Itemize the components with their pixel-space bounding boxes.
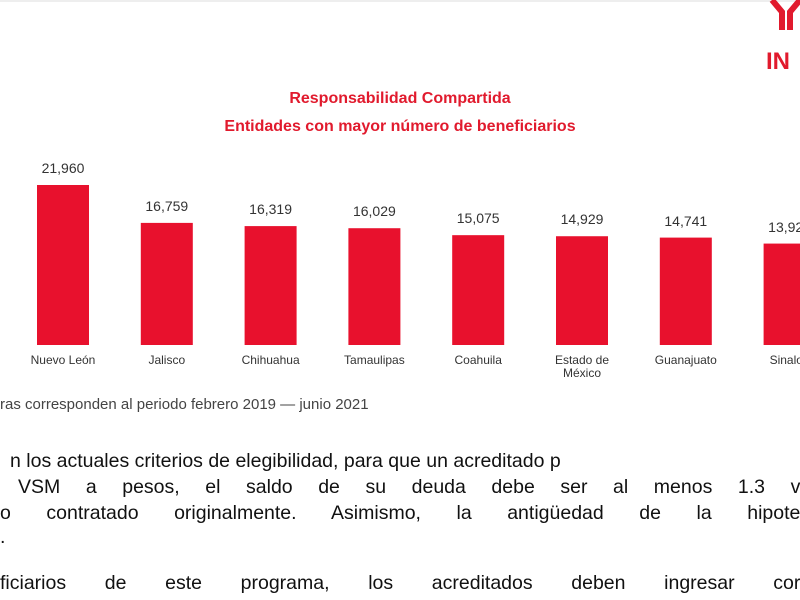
bar — [37, 185, 89, 345]
bar — [140, 222, 193, 345]
chart-title: Responsabilidad Compartida — [289, 90, 511, 107]
value-label: 14,929 — [560, 211, 604, 228]
value-label: 16,319 — [249, 201, 292, 218]
logo: IN — [766, 48, 790, 75]
logo-mark — [769, 0, 800, 30]
bar — [244, 226, 297, 345]
value-label: 21,960 — [41, 160, 85, 176]
x-tick-label: Sinaloa — [769, 353, 800, 367]
paragraph-line: VSM a pesos, el saldo de su deuda debe s… — [18, 476, 800, 498]
x-tick-label: Nuevo León — [30, 353, 96, 367]
x-tick-label: Jalisco — [148, 353, 186, 367]
bar — [659, 237, 712, 345]
x-tick-label: Coahuila — [454, 353, 502, 367]
value-label: 14,741 — [664, 212, 708, 229]
value-label: 15,075 — [456, 210, 500, 227]
x-tick-label: Tamaulipas — [344, 353, 405, 367]
bar — [763, 243, 800, 345]
x-tick-label: Chihuahua — [241, 353, 300, 367]
x-tick-label: Estado de México — [554, 353, 610, 380]
bar — [348, 228, 401, 345]
chart-subtitle: Entidades con mayor número de beneficiar… — [224, 118, 576, 135]
paragraph-line: ficiarios de este programa, los acredita… — [0, 572, 800, 594]
paragraph-line: . — [0, 526, 6, 548]
footnote: ras corresponden al periodo febrero 2019… — [0, 396, 369, 413]
paragraph-line: o contratado originalmente. Asimismo, la… — [0, 502, 800, 524]
x-tick-label: Guanajuato — [654, 353, 717, 367]
paragraph-line: n los actuales criterios de elegibilidad… — [10, 450, 561, 472]
bar — [556, 236, 608, 345]
bar — [452, 235, 505, 345]
value-label: 16,029 — [352, 203, 396, 220]
value-label: 13,920 — [768, 218, 800, 235]
value-label: 16,759 — [145, 197, 189, 214]
